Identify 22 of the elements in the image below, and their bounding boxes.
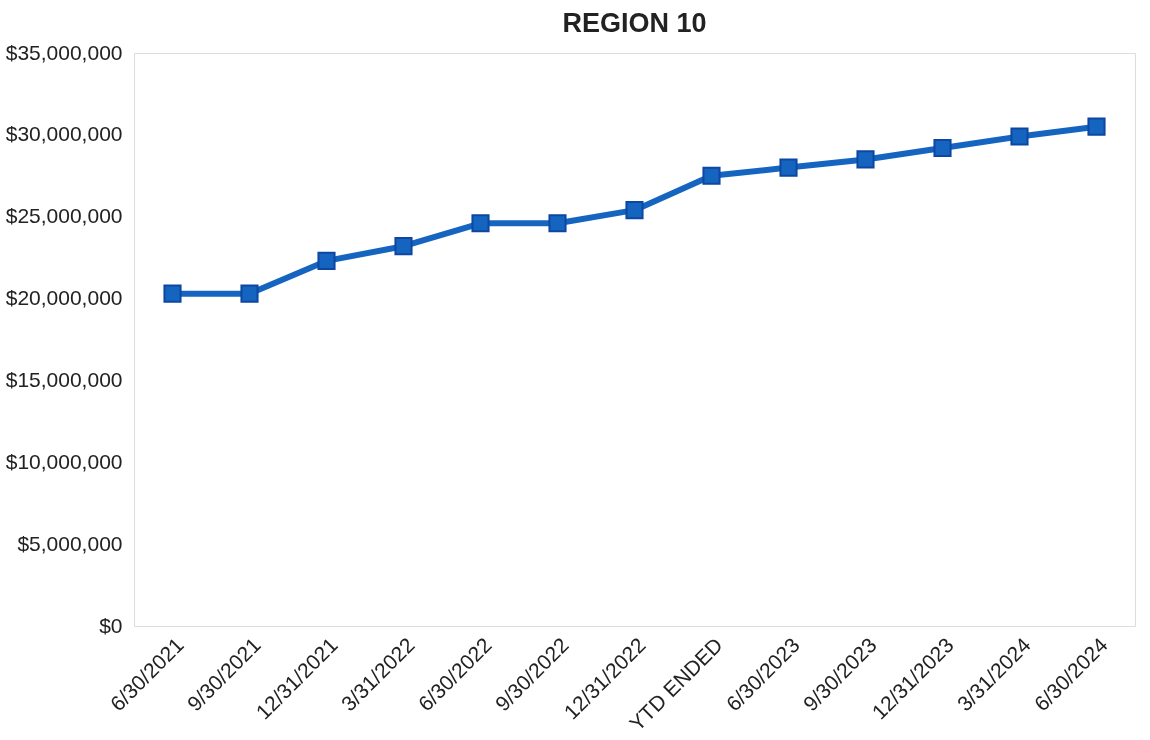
point [317,251,336,270]
y-tick-label: $0 [99,613,123,637]
y-tick-label: $20,000,000 [5,286,123,310]
y-tick-label: $5,000,000 [17,531,123,555]
point [779,158,798,177]
point [856,150,875,169]
chart-title: REGION 10 [562,8,707,38]
y-tick-label: $25,000,000 [5,204,123,228]
point [471,214,490,233]
point [702,166,721,185]
y-tick-label: $10,000,000 [5,449,123,473]
point [625,201,644,220]
point [1010,127,1029,146]
point [240,284,259,303]
point [163,284,182,303]
point [933,138,952,158]
point [1087,117,1106,136]
y-tick-label: $30,000,000 [5,122,123,146]
y-tick-label: $35,000,000 [5,40,123,64]
point [394,237,413,256]
point [548,214,567,233]
y-tick-label: $15,000,000 [5,367,123,391]
